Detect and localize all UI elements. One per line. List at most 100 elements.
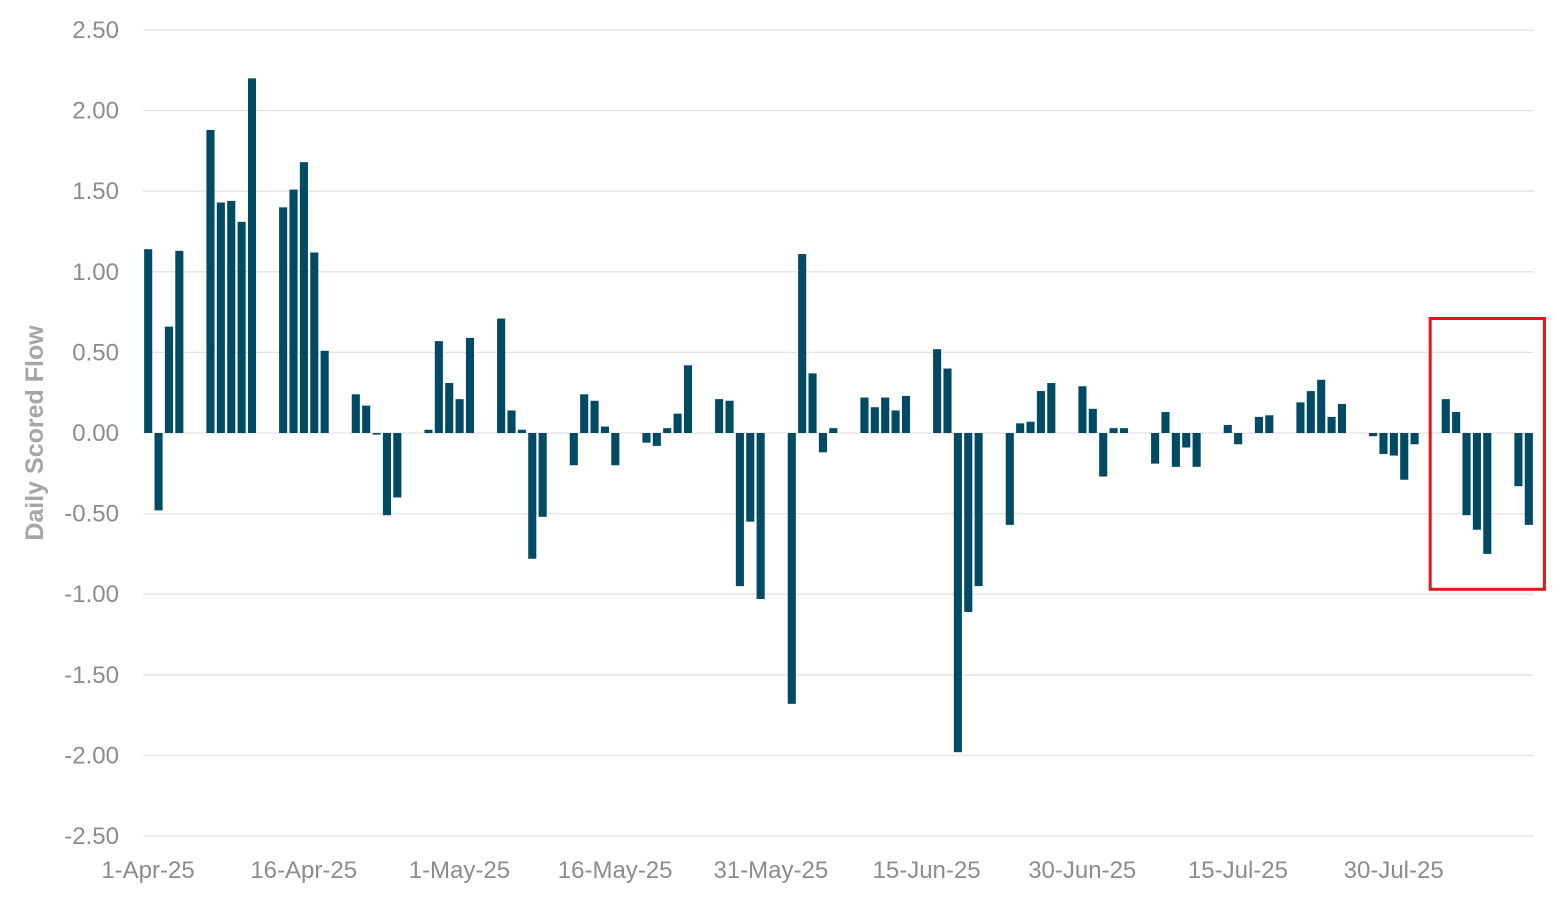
x-tick-label: 16-Apr-25 — [250, 857, 357, 884]
bar — [1389, 433, 1398, 456]
bar — [1400, 433, 1409, 480]
bar — [1099, 433, 1108, 477]
bar — [227, 200, 236, 433]
bar — [393, 433, 402, 498]
bar — [497, 318, 506, 433]
bar — [1047, 383, 1056, 433]
bar — [611, 433, 620, 466]
y-tick-label: 1.50 — [72, 178, 119, 205]
x-tick-label: 15-Jun-25 — [873, 857, 981, 884]
x-tick-label: 1-May-25 — [409, 857, 510, 884]
y-tick-label: -2.00 — [64, 742, 119, 769]
bar — [974, 433, 983, 587]
bar — [1441, 399, 1450, 433]
bar — [1016, 423, 1025, 433]
bar — [445, 383, 454, 433]
highlight-box — [1428, 317, 1546, 591]
bar — [1317, 379, 1326, 433]
x-tick-label: 15-Jul-25 — [1188, 857, 1288, 884]
bar — [1036, 391, 1045, 433]
bar — [735, 433, 744, 587]
bar — [1161, 412, 1170, 433]
bar — [829, 428, 838, 433]
bar — [465, 337, 475, 433]
bar — [289, 189, 298, 433]
bar — [1452, 412, 1461, 433]
bar — [1514, 433, 1523, 487]
bar — [455, 399, 464, 433]
bar — [424, 429, 433, 433]
bar — [279, 207, 288, 433]
bar — [1410, 433, 1419, 445]
bars — [144, 78, 1533, 753]
x-tick-label: 31-May-25 — [713, 857, 828, 884]
y-tick-label: -1.50 — [64, 662, 119, 689]
bar — [953, 433, 962, 753]
bar — [580, 394, 589, 433]
y-tick-label: -0.50 — [64, 501, 119, 528]
bar — [1472, 433, 1481, 530]
y-tick-label: 0.00 — [72, 420, 119, 447]
bar — [237, 221, 246, 433]
bar — [673, 413, 682, 433]
bar — [434, 341, 443, 433]
bar — [351, 394, 360, 433]
bar — [964, 433, 973, 612]
bar — [372, 433, 381, 435]
bar — [683, 365, 693, 433]
bar — [1296, 402, 1305, 433]
bar — [881, 397, 890, 433]
gridlines — [143, 29, 1534, 837]
bar — [1306, 391, 1315, 433]
bar — [590, 400, 599, 433]
y-tick-label: -1.00 — [64, 581, 119, 608]
bar — [517, 429, 526, 433]
bar — [652, 433, 661, 446]
bar — [1483, 433, 1492, 554]
bar — [247, 78, 257, 434]
bar — [1265, 415, 1274, 433]
bar — [1182, 433, 1191, 448]
bar — [1005, 433, 1014, 525]
bar — [1337, 403, 1347, 433]
bar — [1234, 433, 1243, 445]
bar — [1192, 433, 1201, 467]
bar — [725, 400, 734, 433]
bar — [943, 368, 952, 433]
x-tick-label: 16-May-25 — [558, 857, 673, 884]
bar — [1524, 433, 1533, 525]
bar — [1119, 428, 1129, 433]
bar — [1026, 421, 1035, 433]
bar — [362, 405, 371, 433]
bar — [642, 433, 651, 443]
y-tick-label: 0.50 — [72, 339, 119, 366]
bar — [600, 426, 609, 433]
x-axis-ticks: 1-Apr-25 16-Apr-25 1-May-25 16-May-25 31-May… — [101, 857, 1443, 884]
bar — [1462, 433, 1471, 516]
bar — [663, 428, 672, 433]
bar — [818, 433, 827, 453]
y-tick-label: 2.50 — [72, 17, 119, 44]
bar — [1369, 433, 1378, 437]
bar — [901, 395, 911, 433]
bar — [1088, 408, 1097, 433]
bar — [206, 129, 215, 433]
bar — [1078, 386, 1087, 433]
bar — [1109, 428, 1118, 433]
bar — [1254, 416, 1263, 433]
y-axis-label: Daily Scored Flow — [21, 325, 49, 541]
bar — [933, 349, 942, 433]
bar — [310, 252, 319, 433]
bar — [164, 326, 173, 433]
bar — [1223, 424, 1232, 433]
bar — [569, 433, 578, 466]
x-tick-label: 30-Jun-25 — [1028, 857, 1136, 884]
bar — [870, 407, 879, 433]
bar — [154, 433, 163, 511]
bar — [320, 350, 329, 433]
bar — [1151, 433, 1160, 464]
y-tick-label: 2.00 — [72, 98, 119, 125]
bar — [808, 373, 817, 433]
